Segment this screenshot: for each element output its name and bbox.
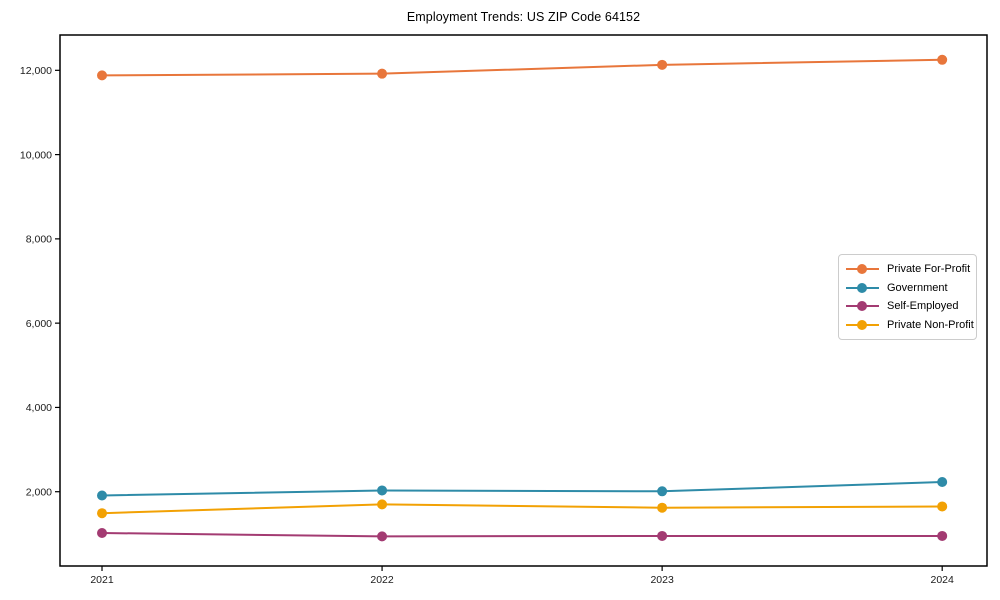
y-axis-tick-label: 12,000 bbox=[20, 65, 52, 77]
y-axis-tick-label: 8,000 bbox=[26, 234, 52, 246]
x-axis-tick-label: 2022 bbox=[370, 574, 394, 586]
data-point-private-non-profit bbox=[377, 499, 388, 510]
data-point-private-for-profit bbox=[657, 59, 668, 70]
y-axis-tick-label: 10,000 bbox=[20, 149, 52, 161]
legend-label: Government bbox=[887, 281, 948, 294]
legend-marker-icon bbox=[846, 300, 879, 312]
series-line-self-employed bbox=[101, 532, 944, 538]
chart-title: Employment Trends: US ZIP Code 64152 bbox=[406, 10, 641, 24]
data-point-private-for-profit bbox=[377, 68, 388, 79]
x-axis-tick-label: 2021 bbox=[90, 574, 114, 586]
y-axis-tick-label: 4,000 bbox=[26, 402, 52, 414]
data-point-self-employed bbox=[377, 531, 388, 542]
data-point-self-employed bbox=[657, 530, 668, 541]
data-point-government bbox=[937, 477, 948, 488]
data-point-self-employed bbox=[937, 530, 948, 541]
data-point-private-non-profit bbox=[937, 501, 948, 512]
x-axis-tick-label: 2023 bbox=[650, 574, 674, 586]
data-point-government bbox=[377, 485, 388, 496]
data-point-private-for-profit bbox=[937, 54, 948, 65]
legend-label: Self-Employed bbox=[887, 300, 959, 313]
legend-label: Private For-Profit bbox=[887, 263, 971, 276]
y-axis-tick-label: 6,000 bbox=[26, 318, 52, 330]
y-axis-tick-label: 2,000 bbox=[26, 487, 52, 499]
legend-entry-self-employed: Self-Employed bbox=[846, 297, 970, 316]
legend-entry-private-for-profit: Private For-Profit bbox=[846, 260, 970, 279]
data-point-private-for-profit bbox=[97, 70, 108, 81]
legend-entry-government: Government bbox=[846, 279, 970, 298]
plot-frame bbox=[59, 34, 988, 567]
data-point-government bbox=[657, 486, 668, 497]
series-line-private-non-profit bbox=[101, 503, 944, 515]
legend-marker-icon bbox=[846, 263, 879, 275]
legend: Private For-Profit Government Self-Employe… bbox=[838, 254, 977, 340]
data-point-self-employed bbox=[97, 528, 108, 539]
legend-marker-icon bbox=[846, 282, 879, 294]
data-point-private-non-profit bbox=[657, 502, 668, 513]
series-line-government bbox=[101, 481, 944, 497]
data-point-private-non-profit bbox=[97, 508, 108, 519]
x-axis-tick-label: 2024 bbox=[931, 574, 955, 586]
data-point-government bbox=[97, 490, 108, 501]
legend-label: Private Non-Profit bbox=[887, 318, 974, 331]
series-line-private-for-profit bbox=[101, 58, 944, 77]
legend-entry-private-non-profit: Private Non-Profit bbox=[846, 316, 974, 335]
legend-marker-icon bbox=[846, 319, 879, 331]
